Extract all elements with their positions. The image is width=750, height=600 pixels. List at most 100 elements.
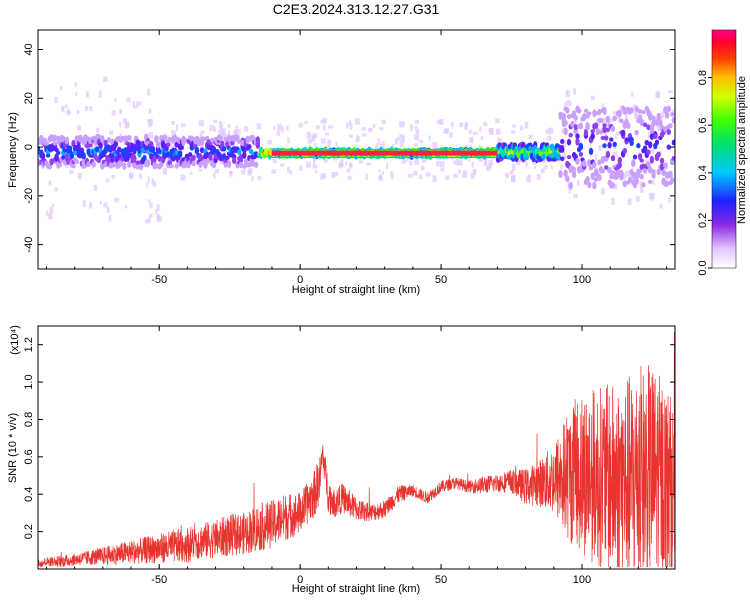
spectrogram-cell [634,107,639,112]
spectrogram-cell [409,160,413,166]
spectrogram-cell [223,162,228,168]
spectrogram-cell [495,118,500,124]
spectrogram-cell [414,143,419,147]
spectrogram-core [271,150,498,156]
spectrogram-cell [391,144,395,148]
spectrogram-cell [93,184,98,191]
spec-x-tick-label-2: 50 [435,274,447,286]
spectrogram-cell [659,157,665,164]
spectrogram-cell [590,95,595,100]
spectrogram-cell [640,186,644,193]
spectrogram-cell [144,219,150,224]
spectrogram-cell [91,145,95,150]
spectrogram-cell [280,163,285,167]
spectrogram-cell [47,213,53,220]
spectrogram-cell [624,112,628,120]
spectrogram-cell [561,139,567,147]
spectrogram-cell [287,166,291,173]
spectrogram-cell [597,159,602,166]
spec-y-tick-label-3: 20 [23,92,35,104]
spectrogram-cell [521,142,526,148]
spectrogram-cell [124,205,127,209]
spectrogram-cell [558,170,563,179]
spectrogram-cell [119,109,123,115]
spectrogram-cell [114,197,120,203]
spectrogram-cell [646,149,651,155]
spectrogram-cell [248,148,254,155]
spectrogram-cell [372,124,376,128]
spectrogram-cell [247,144,252,150]
spectrogram-cell [560,138,565,145]
spectrogram-cell [164,135,170,142]
spectrogram-cell [248,168,253,174]
spectrogram-cell [563,169,568,178]
spectrogram-cell [219,123,224,130]
spectrogram-cell [138,173,142,179]
spectrogram-cell [122,162,127,170]
spectrogram-cell [287,137,290,144]
spectrogram-cell [149,202,153,209]
spectrogram-cell [620,129,626,137]
spectrogram-cell [132,154,137,163]
spectrogram-cell [620,105,626,112]
spectrogram-cell [194,146,200,155]
spectrogram-cell [48,180,52,186]
spectrogram-cell [632,171,638,179]
spectrogram-cell [453,173,458,179]
spectrogram-panel: -50 0 50 100 -40 -20 0 20 40 Height of straight… [7,29,676,296]
spectrogram-cell [464,123,468,130]
spectrogram-cell [453,160,456,165]
spectrogram-cell [560,145,565,153]
spectrogram-cell [75,91,78,96]
spectrogram-cell [100,135,105,144]
spectrogram-cell [114,98,117,102]
spectrogram-cell [355,118,360,125]
spectrogram-cell [103,76,108,83]
spectrogram-cell [619,118,624,124]
spectrogram-cell [250,159,255,167]
spectrogram-cell [151,178,155,185]
spectrogram-cell [171,130,176,137]
spectrogram-cell [135,160,140,165]
spectrogram-cell [67,145,73,152]
spectrogram-x-label: Height of straight line (km) [292,284,420,296]
spectrogram-cell [595,127,600,136]
spectrogram-cell [120,135,125,142]
spectrogram-cell [368,127,373,133]
colorbar-tick-label-4: 0.8 [697,70,709,85]
spectrogram-cell [213,119,218,123]
spectrogram-cell [627,176,633,183]
spectrogram-cell [54,153,59,162]
spectrogram-cell [644,159,649,164]
spectrogram-cell [218,120,222,125]
snr-y-tick-label-5: 1.2 [23,337,35,352]
spec-x-tick-label-1: 0 [297,274,303,286]
colorbar-tick-label-3: 0.6 [697,118,709,133]
spectrogram-cell [573,124,578,130]
spectrogram-cell [669,112,675,117]
colorbar-label: Normalized spectral amplitude [736,76,748,224]
spectrogram-cell [349,163,353,167]
spectrogram-cell [621,172,627,180]
spectrogram-cell [668,123,673,129]
snr-y-multiplier: (x10⁴) [9,325,21,355]
spectrogram-cell [345,161,348,166]
spectrogram-cell [200,130,205,134]
spectrogram-cell [664,111,670,119]
figure-title: C2E3.2024.313.12.27.G31 [273,1,440,17]
spectrogram-cell [473,131,478,135]
snr-y-tick-label-1: 0.4 [23,487,35,502]
spectrogram-cell [626,122,631,128]
spectrogram-cell [582,160,587,167]
spectrogram-cell [96,127,100,133]
spec-y-tick-label-0: -40 [23,237,35,253]
spectrogram-cell [636,196,640,202]
spectrogram-cell [133,104,139,109]
spectrogram-cell [267,140,272,145]
spectrogram-cell [288,170,293,175]
spectrogram-cell [237,149,242,155]
spectrogram-cell [71,163,76,169]
spectrogram-cell [74,81,77,87]
spectrogram-cell [378,169,381,173]
spectrogram-cell [512,164,516,171]
